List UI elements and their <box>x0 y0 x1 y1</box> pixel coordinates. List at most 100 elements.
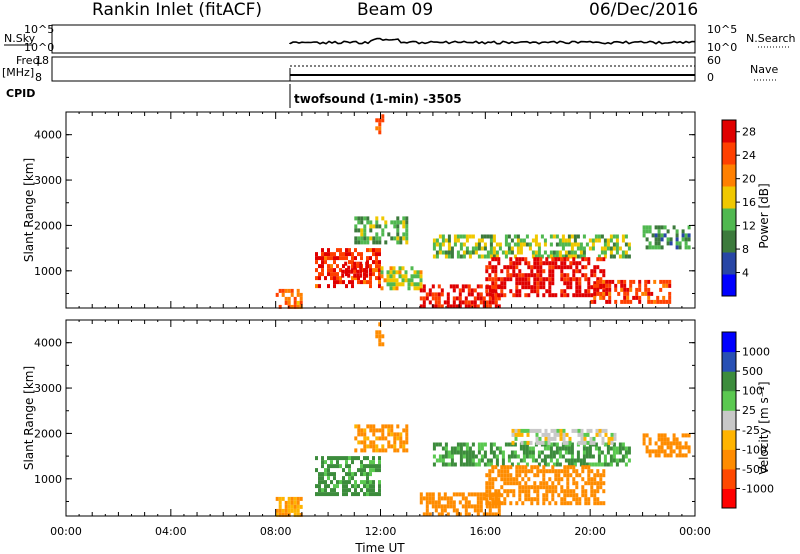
power-colorbar-label: Power [dB] <box>757 183 771 248</box>
data-cell <box>660 441 664 446</box>
data-cell <box>510 454 514 459</box>
data-cell <box>589 436 593 441</box>
data-cell <box>611 279 615 284</box>
data-cell <box>554 473 558 478</box>
data-cell <box>657 241 661 246</box>
data-cell <box>344 261 348 266</box>
data-cell <box>513 242 517 247</box>
data-cell <box>612 242 616 247</box>
data-cell <box>600 250 604 255</box>
data-cell <box>543 250 547 255</box>
data-cell <box>558 242 562 247</box>
data-cell <box>315 268 318 273</box>
data-cell <box>372 464 375 469</box>
data-cell <box>669 453 673 458</box>
data-cell <box>570 462 574 467</box>
data-cell <box>511 432 515 437</box>
data-cell <box>455 512 459 517</box>
data-cell <box>582 446 586 451</box>
data-cell <box>584 489 588 494</box>
data-cell <box>477 238 481 243</box>
data-cell <box>587 289 591 294</box>
data-cell <box>644 279 648 284</box>
data-cell <box>536 289 540 294</box>
data-cell <box>342 476 345 481</box>
data-cell <box>470 504 474 509</box>
data-cell <box>372 240 376 245</box>
data-cell <box>351 476 354 481</box>
data-cell <box>514 428 518 433</box>
data-cell <box>570 454 574 459</box>
data-cell <box>491 285 495 290</box>
colorbar-swatch <box>722 208 736 231</box>
data-cell <box>524 481 528 486</box>
data-cell <box>647 295 651 300</box>
data-cell <box>602 279 606 284</box>
data-cell <box>681 453 685 458</box>
data-cell <box>450 254 454 259</box>
data-cell <box>555 442 559 447</box>
data-cell <box>330 252 333 257</box>
data-cell <box>485 485 489 490</box>
data-cell <box>366 488 369 493</box>
data-cell <box>533 497 537 502</box>
data-cell <box>518 281 522 286</box>
nsky-panel-frame <box>51 24 696 54</box>
data-cell <box>509 473 513 478</box>
data-cell <box>470 288 474 293</box>
data-cell <box>428 496 432 501</box>
data-cell <box>336 480 339 485</box>
data-cell <box>399 236 403 241</box>
data-cell <box>483 242 487 247</box>
data-cell <box>389 266 393 271</box>
data-cell <box>563 469 567 474</box>
data-cell <box>491 296 495 301</box>
data-cell <box>485 512 489 517</box>
data-cell <box>532 428 536 433</box>
data-cell <box>363 232 367 237</box>
data-cell <box>384 224 388 229</box>
data-cell <box>342 252 345 257</box>
data-cell <box>441 250 445 255</box>
data-cell <box>494 281 498 286</box>
data-cell <box>324 260 327 265</box>
data-cell <box>536 497 540 502</box>
data-cell <box>657 449 661 454</box>
data-cell <box>620 279 624 284</box>
data-cell <box>441 462 445 467</box>
xtick-label: 04:00 <box>155 525 187 538</box>
data-cell <box>471 250 475 255</box>
date-title: 06/Dec/2016 <box>589 0 698 20</box>
data-cell <box>293 496 297 501</box>
data-cell <box>327 264 330 269</box>
data-cell <box>354 216 358 221</box>
data-cell <box>461 284 465 289</box>
nave-label: Nave <box>750 63 778 76</box>
data-cell <box>369 464 372 469</box>
data-cell <box>360 460 363 465</box>
data-cell <box>378 428 382 433</box>
data-cell <box>347 269 351 274</box>
data-cell <box>572 469 576 474</box>
data-cell <box>533 481 537 486</box>
data-cell <box>381 432 385 437</box>
data-cell <box>599 295 603 300</box>
data-cell <box>434 292 438 297</box>
data-cell <box>575 293 579 298</box>
data-cell <box>396 236 400 241</box>
data-cell <box>339 268 342 273</box>
data-cell <box>443 492 447 497</box>
data-cell <box>606 242 610 247</box>
data-cell <box>321 252 324 257</box>
data-cell <box>524 273 528 278</box>
data-cell <box>431 500 435 505</box>
data-cell <box>597 450 601 455</box>
data-cell <box>566 281 570 286</box>
data-cell <box>610 440 614 445</box>
data-cell <box>606 238 610 243</box>
data-cell <box>458 288 462 293</box>
data-cell <box>570 246 574 251</box>
data-cell <box>354 256 357 261</box>
data-cell <box>392 270 396 275</box>
data-cell <box>315 484 318 489</box>
